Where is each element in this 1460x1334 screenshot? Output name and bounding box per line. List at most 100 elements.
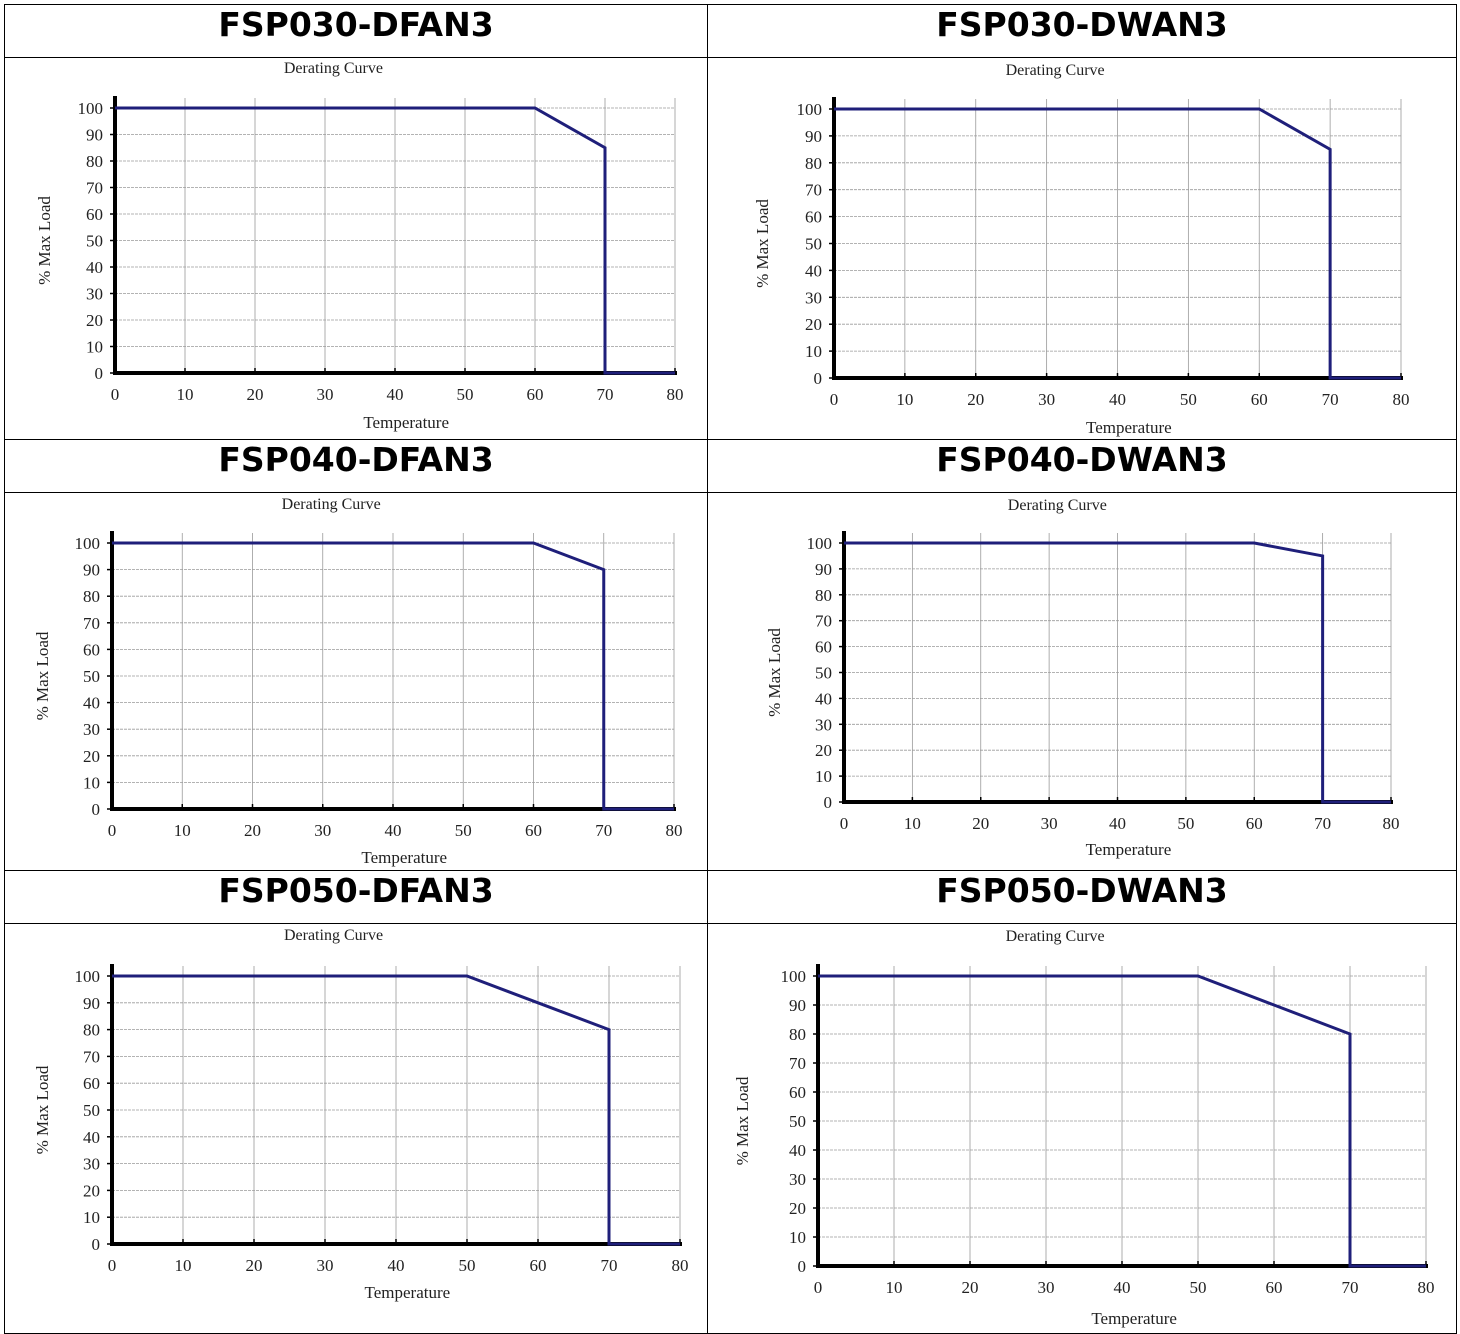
x-tick-label: 70	[597, 385, 614, 404]
chart-title: Derating Curve	[1006, 62, 1105, 79]
panel-title: FSP040-DFAN3	[4, 439, 708, 493]
y-tick-label: 20	[83, 1181, 100, 1200]
y-tick-label: 50	[86, 232, 103, 251]
x-tick-label: 40	[1109, 814, 1126, 833]
x-tick-label: 30	[1038, 1278, 1055, 1297]
y-axis-label: % Max Load	[765, 628, 784, 717]
y-tick-label: 30	[805, 288, 822, 307]
y-tick-label: 80	[83, 587, 100, 606]
derating-chart: 0 10 20 30 40 50 60 70 80 90 100 0 10 20 30 40 50 60 70 80 D…	[35, 60, 684, 432]
x-axis-label: Temperature	[1086, 840, 1172, 859]
x-axis-label: Temperature	[365, 1283, 451, 1302]
panel-title: FSP030-DWAN3	[707, 4, 1457, 58]
y-tick-label: 0	[92, 1235, 101, 1254]
y-tick-label: 70	[815, 612, 832, 631]
y-tick-label: 100	[797, 100, 823, 119]
x-tick-label: 0	[108, 1256, 117, 1275]
x-tick-label: 10	[175, 1256, 192, 1275]
y-tick-label: 10	[86, 338, 103, 357]
x-tick-label: 0	[830, 390, 839, 409]
derating-curve-line	[112, 541, 674, 811]
y-tick-label: 10	[83, 1208, 100, 1227]
y-tick-label: 60	[83, 640, 100, 659]
y-tick-label: 100	[75, 534, 101, 553]
y-tick-label: 60	[789, 1083, 806, 1102]
y-tick-label: 70	[83, 614, 100, 633]
y-tick-label: 90	[805, 127, 822, 146]
x-tick-label: 30	[317, 1256, 334, 1275]
y-tick-label: 50	[805, 235, 822, 254]
chart-title: Derating Curve	[1006, 928, 1105, 945]
table-title-row: FSP030-DFAN3 FSP030-DWAN3	[4, 4, 1457, 58]
chart-cell: 0 10 20 30 40 50 60 70 80 90 100 0 10 20 30 40 50 60 70 80 D…	[4, 57, 708, 440]
x-tick-label: 20	[967, 390, 984, 409]
x-tick-label: 40	[1114, 1278, 1131, 1297]
x-tick-label: 20	[972, 814, 989, 833]
table-title-row: FSP040-DFAN3 FSP040-DWAN3	[4, 439, 1457, 493]
y-tick-label: 90	[83, 994, 100, 1013]
derating-chart: 0 10 20 30 40 50 60 70 80 90 100 0 10 20 30 40 50 60 70 80 D…	[33, 927, 689, 1302]
x-tick-label: 70	[1322, 390, 1339, 409]
x-tick-label: 60	[530, 1256, 547, 1275]
y-tick-label: 100	[75, 967, 101, 986]
y-tick-label: 80	[789, 1025, 806, 1044]
x-tick-label: 20	[962, 1278, 979, 1297]
x-tick-label: 10	[886, 1278, 903, 1297]
table-chart-row: 0 10 20 30 40 50 60 70 80 90 100 0 10 20 30 40 50 60 70 80 D…	[4, 57, 1457, 440]
x-tick-label: 20	[246, 1256, 263, 1275]
x-tick-label: 10	[896, 390, 913, 409]
y-tick-label: 90	[86, 126, 103, 145]
x-tick-label: 30	[314, 821, 331, 840]
derating-curve-line	[115, 106, 675, 375]
x-axis-label: Temperature	[361, 848, 447, 867]
x-tick-label: 50	[455, 821, 472, 840]
x-tick-label: 10	[904, 814, 921, 833]
x-tick-label: 70	[1314, 814, 1331, 833]
x-tick-label: 20	[247, 385, 264, 404]
y-tick-label: 100	[781, 967, 807, 986]
x-tick-label: 80	[1418, 1278, 1435, 1297]
x-tick-label: 80	[667, 385, 684, 404]
y-tick-label: 0	[95, 364, 104, 383]
x-tick-label: 50	[1177, 814, 1194, 833]
chart-title: Derating Curve	[282, 496, 381, 513]
chart-cell: 0 10 20 30 40 50 60 70 80 90 100 0 10 20 30 40 50 60 70 80 D…	[707, 492, 1457, 871]
y-tick-label: 100	[78, 99, 104, 118]
x-tick-label: 60	[525, 821, 542, 840]
y-tick-label: 40	[805, 261, 822, 280]
x-tick-label: 30	[1041, 814, 1058, 833]
derating-curve-line	[818, 974, 1426, 1268]
x-tick-label: 0	[840, 814, 849, 833]
x-tick-label: 50	[459, 1256, 476, 1275]
y-tick-label: 70	[83, 1047, 100, 1066]
x-tick-label: 60	[1266, 1278, 1283, 1297]
y-tick-label: 80	[83, 1021, 100, 1040]
y-tick-label: 50	[83, 667, 100, 686]
chart-cell: 0 10 20 30 40 50 60 70 80 90 100 0 10 20 30 40 50 60 70 80 D…	[4, 492, 708, 871]
y-tick-label: 0	[814, 369, 823, 388]
y-tick-label: 40	[83, 1128, 100, 1147]
panel-title: FSP030-DFAN3	[4, 4, 708, 58]
y-tick-label: 70	[789, 1054, 806, 1073]
x-tick-label: 30	[317, 385, 334, 404]
x-tick-label: 60	[1251, 390, 1268, 409]
y-tick-label: 50	[83, 1101, 100, 1120]
chart-cell: 0 10 20 30 40 50 60 70 80 90 100 0 10 20 30 40 50 60 70 80 D…	[707, 57, 1457, 440]
y-tick-label: 20	[83, 747, 100, 766]
y-tick-label: 40	[815, 689, 832, 708]
y-tick-label: 30	[789, 1170, 806, 1189]
y-tick-label: 10	[805, 342, 822, 361]
y-tick-label: 20	[805, 315, 822, 334]
y-tick-label: 40	[789, 1141, 806, 1160]
y-tick-label: 100	[807, 534, 833, 553]
x-tick-label: 50	[1180, 390, 1197, 409]
x-tick-label: 60	[1246, 814, 1263, 833]
derating-chart: 0 10 20 30 40 50 60 70 80 90 100 0 10 20 30 40 50 60 70 80 D…	[765, 497, 1400, 859]
y-tick-label: 20	[789, 1199, 806, 1218]
y-tick-label: 30	[83, 720, 100, 739]
y-tick-label: 80	[805, 154, 822, 173]
y-axis-label: % Max Load	[753, 199, 772, 288]
x-axis-label: Temperature	[1091, 1309, 1177, 1328]
panel-title: FSP050-DFAN3	[4, 870, 708, 924]
panel-title: FSP040-DWAN3	[707, 439, 1457, 493]
